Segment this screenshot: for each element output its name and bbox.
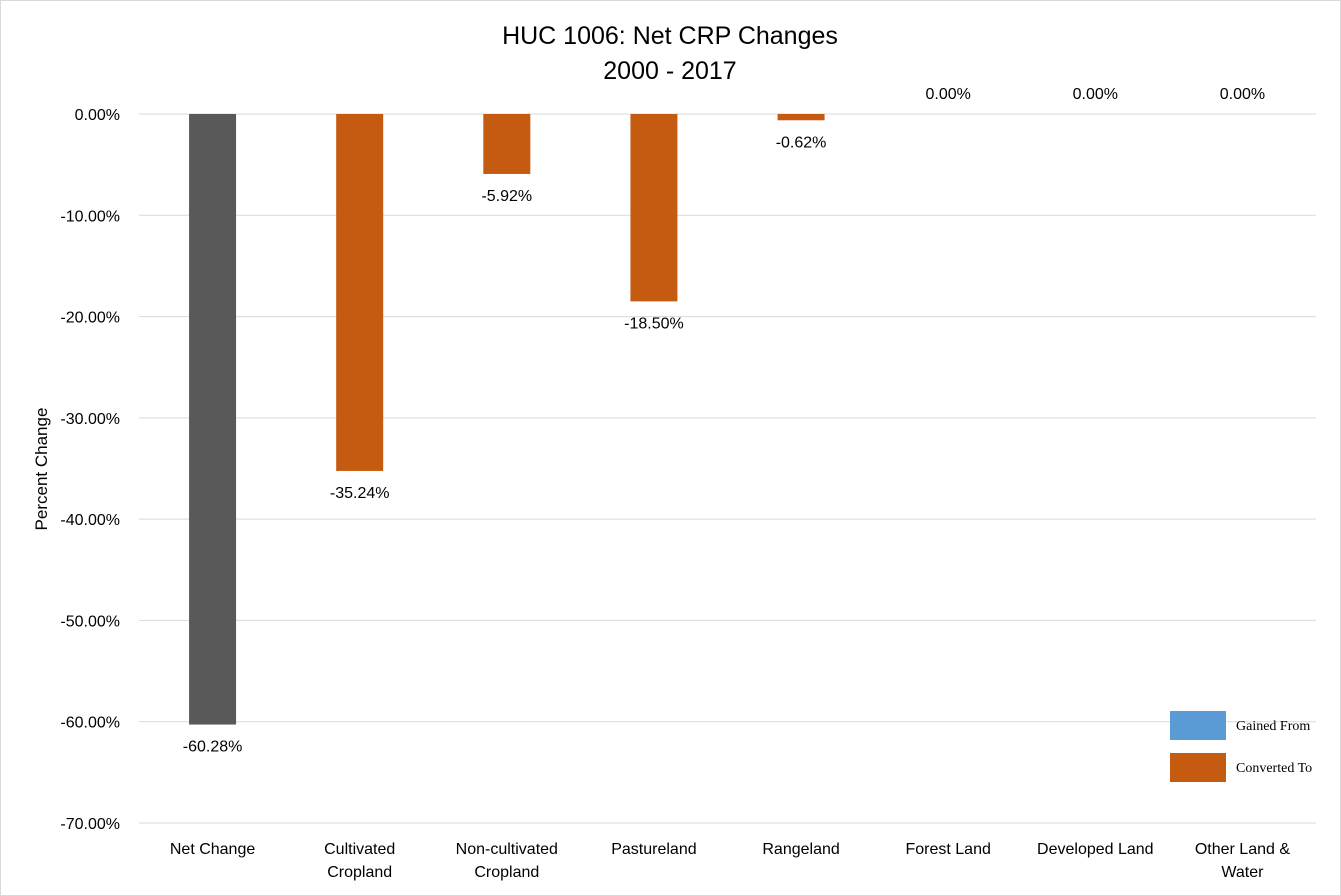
legend-label: Converted To (1236, 761, 1312, 776)
x-category-label: Cropland (474, 864, 539, 881)
data-label: 0.00% (1073, 86, 1118, 103)
legend-swatch (1170, 753, 1226, 782)
x-category-label: Non-cultivated (456, 841, 558, 858)
chart-subtitle: 2000 - 2017 (603, 57, 736, 85)
x-category-label: Water (1221, 864, 1264, 881)
legend-label: Gained From (1236, 719, 1310, 734)
x-category-label: Cultivated (324, 841, 395, 858)
y-tick-label: -30.00% (60, 411, 120, 428)
data-label: -35.24% (330, 485, 390, 502)
x-axis-categories: Net Change Cultivated Cropland Non-cultivat… (170, 841, 1290, 881)
y-tick-label: -10.00% (60, 208, 120, 225)
y-tick-label: 0.00% (75, 107, 120, 124)
legend: Gained From Converted To (1170, 711, 1312, 782)
bar (189, 114, 237, 725)
data-label: -5.92% (481, 188, 532, 205)
data-label: 0.00% (926, 86, 971, 103)
gridlines (139, 113, 1316, 824)
x-category-label: Other Land & (1195, 841, 1291, 858)
bars (189, 114, 825, 725)
y-axis-ticks: 0.00% -10.00% -20.00% -30.00% -40.00% -50.00%… (60, 107, 120, 833)
data-label: -60.28% (183, 739, 243, 756)
data-labels: -60.28% -35.24% -5.92% -18.50% -0.62% 0.00% 0.… (183, 86, 1265, 756)
x-category-label: Pastureland (611, 841, 696, 858)
x-category-label: Rangeland (762, 841, 839, 858)
bar (777, 114, 825, 121)
y-tick-label: -70.00% (60, 816, 120, 833)
x-category-label: Forest Land (905, 841, 990, 858)
y-tick-label: -60.00% (60, 715, 120, 732)
legend-swatch (1170, 711, 1226, 740)
x-category-label: Developed Land (1037, 841, 1154, 858)
y-axis-label: Percent Change (32, 408, 51, 531)
y-tick-label: -40.00% (60, 512, 120, 529)
x-category-label: Net Change (170, 841, 255, 858)
x-category-label: Cropland (327, 864, 392, 881)
chart-title: HUC 1006: Net CRP Changes (502, 22, 838, 50)
bar (630, 114, 678, 302)
bar (336, 114, 384, 471)
data-label: -18.50% (624, 315, 684, 332)
data-label: -0.62% (776, 134, 827, 151)
bar (483, 114, 531, 174)
y-tick-label: -20.00% (60, 310, 120, 327)
y-tick-label: -50.00% (60, 613, 120, 630)
data-label: 0.00% (1220, 86, 1265, 103)
